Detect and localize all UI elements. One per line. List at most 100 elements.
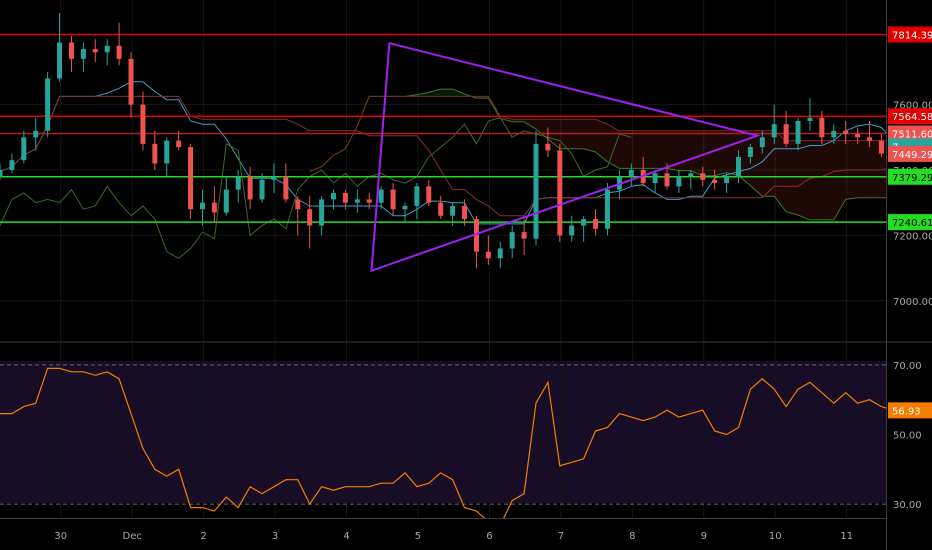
current-price-tag: 7449.29 [888, 145, 932, 162]
candle-body [271, 176, 277, 180]
candle-body [92, 49, 98, 53]
cloud-segment [512, 119, 525, 122]
oscillator-tick-label: 30.00 [893, 500, 922, 511]
candle-body [628, 170, 634, 177]
triangle-outline [370, 41, 761, 273]
candle-body [21, 137, 27, 161]
candle-body [319, 199, 325, 226]
candle-body [593, 219, 599, 229]
price-tick-label: 7600.00 [893, 101, 932, 112]
candle-body [652, 173, 658, 184]
candle-body [283, 176, 289, 200]
candle-body [450, 205, 456, 216]
candle-body [819, 117, 825, 138]
cloud-segment [714, 130, 727, 176]
candle-body [521, 232, 527, 239]
candle-body [0, 170, 3, 177]
cloud-segment [762, 130, 775, 197]
cloud-segment [440, 89, 453, 97]
candle-body [700, 173, 706, 180]
candle-body [188, 147, 194, 210]
candle-body [712, 179, 718, 184]
candle-body [68, 42, 74, 59]
candle-body [33, 130, 39, 138]
cloud-segment [809, 140, 822, 220]
cloud-segment [857, 140, 870, 198]
cloud-segment [452, 89, 465, 97]
candle-body [307, 209, 313, 226]
horizontal-levels [0, 33, 886, 223]
candle-body [581, 219, 587, 226]
candle-body [426, 186, 432, 203]
cloud-segment [786, 140, 799, 215]
cloud-segment [619, 130, 632, 169]
time-tick-label: 4 [343, 531, 349, 542]
candle-body [259, 179, 265, 200]
candle-body [676, 176, 682, 187]
candle-body [438, 202, 444, 216]
time-tick-label: 30 [54, 531, 67, 542]
cloud-segment [738, 130, 751, 186]
candle-body [247, 176, 253, 200]
level-price-tag-box [888, 168, 932, 185]
price-tick-label: 7000.00 [893, 297, 932, 308]
current-price-tag-text: 7449.29 [892, 150, 932, 161]
cloud-segment [428, 89, 441, 97]
time-tick-label: 2 [200, 531, 206, 542]
level-price-tag-text: 7564.58 [892, 112, 932, 123]
candle-body [867, 137, 873, 141]
cloud-segment [690, 130, 703, 176]
candle-body [688, 173, 694, 177]
candle-body [164, 140, 170, 164]
time-tick-label: 3 [272, 531, 278, 542]
candle-body [57, 42, 63, 79]
candle-body [473, 219, 479, 252]
cloud-segment [774, 130, 787, 212]
candle-body [223, 189, 229, 213]
candle-body [152, 143, 158, 164]
candle-body [747, 147, 753, 157]
candle-body [402, 205, 408, 210]
level-price-tag: 7814.39 [888, 26, 932, 43]
candle-body [807, 117, 813, 121]
cloud-segment [500, 116, 513, 122]
level-price-tag: 7379.29 [888, 168, 932, 185]
candle-body [485, 251, 491, 259]
cloud-segment [869, 140, 882, 198]
cloud-segment [726, 130, 739, 176]
cloud-segment [643, 130, 656, 169]
level-price-tag-box [888, 125, 932, 142]
cloud-segment [798, 140, 810, 220]
candle-body [831, 130, 837, 138]
candle-body [783, 124, 789, 144]
candle-body [759, 137, 765, 148]
cloud-segment [667, 130, 679, 171]
candle-body [199, 202, 205, 210]
level-price-tag-box [888, 26, 932, 43]
candle-body [509, 232, 515, 249]
level-price-tag: 7240.61 [888, 214, 932, 231]
candle-body [795, 120, 801, 144]
candle-body [366, 199, 372, 203]
cloud-segment [821, 140, 834, 220]
candle-body [724, 176, 730, 184]
cloud-segment [833, 140, 846, 220]
candle-body [735, 156, 741, 177]
candle-body [80, 49, 86, 59]
oscillator-tick-label: 70.00 [893, 361, 922, 372]
candle-body [116, 45, 122, 59]
cloud-segment [595, 119, 608, 162]
cloud-segment [678, 130, 691, 171]
oscillator-pane [0, 364, 886, 518]
candle-body [295, 199, 301, 210]
candle-body [342, 192, 348, 203]
time-tick-label: 6 [486, 531, 492, 542]
level-price-tag: 7511.60 [888, 125, 932, 142]
cloud-indicator [0, 81, 886, 259]
candle-body [497, 248, 503, 259]
candle-body [855, 134, 861, 138]
candle-body [211, 202, 217, 213]
candle-body [128, 58, 134, 105]
triangle-pattern [370, 41, 761, 273]
